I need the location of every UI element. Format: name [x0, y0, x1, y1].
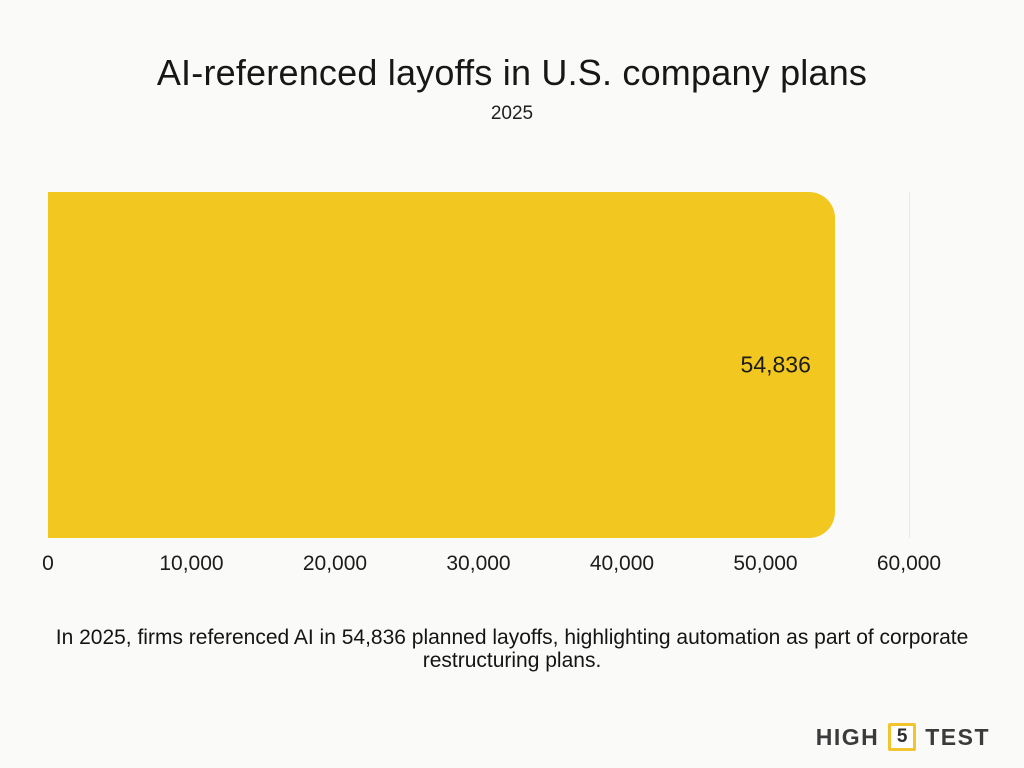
x-tick-label: 20,000 [302, 552, 368, 575]
x-tick-label: 10,000 [159, 552, 224, 575]
logo-text-high: HIGH [815, 723, 880, 750]
chart-subtitle: 2025 [490, 103, 534, 124]
x-axis: 0 10,000 20,000 30,000 40,000 50,000 60,000 [42, 551, 941, 579]
bar: 54,836 [48, 192, 835, 538]
x-tick-label: 0 [42, 552, 54, 575]
brand-logo: HIGH 5 TEST [816, 723, 990, 751]
gridline [909, 192, 910, 538]
x-tick-label: 60,000 [876, 552, 942, 575]
plot-area: 54,836 [48, 192, 910, 538]
bar-value-label: 54,836 [740, 351, 811, 378]
x-tick-label: 50,000 [733, 552, 798, 575]
logo-badge: 5 [888, 723, 917, 751]
logo-badge-number: 5 [896, 726, 908, 747]
x-tick-label: 30,000 [446, 552, 511, 575]
caption: In 2025, firms referenced AI in 54,836 p… [55, 626, 969, 672]
x-tick-label: 40,000 [589, 552, 655, 575]
logo-text-test: TEST [925, 723, 990, 750]
page-title: AI-referenced layoffs in U.S. company pl… [156, 52, 868, 93]
